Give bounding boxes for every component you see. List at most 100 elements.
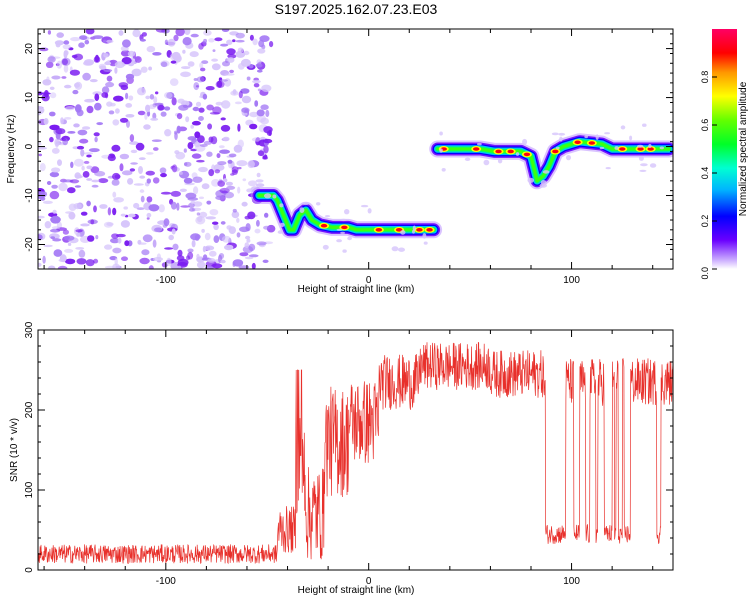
noise-blob: [206, 104, 214, 111]
noise-blob: [43, 118, 49, 125]
noise-blob: [232, 89, 237, 95]
noise-blob: [93, 205, 97, 213]
noise-blob: [134, 56, 142, 63]
noise-blob: [38, 153, 42, 157]
track-halo-blob: [604, 132, 611, 135]
y-tick-label: 10: [24, 92, 35, 104]
noise-blob: [141, 249, 150, 256]
noise-blob: [213, 235, 220, 244]
noise-blob: [139, 189, 145, 193]
noise-blob: [160, 111, 167, 117]
noise-blob: [56, 32, 64, 38]
noise-blob: [269, 41, 274, 48]
track-hotspot: [619, 147, 626, 151]
noise-blob: [167, 38, 176, 47]
noise-blob: [227, 57, 235, 63]
track-halo-blob: [584, 135, 589, 139]
y-tick-label: 200: [24, 401, 35, 418]
noise-blob: [231, 166, 239, 174]
noise-blob: [148, 66, 153, 71]
noise-blob: [264, 212, 269, 218]
noise-blob: [149, 94, 155, 100]
noise-blob: [205, 86, 215, 91]
noise-blob: [199, 144, 208, 147]
noise-blob: [137, 242, 147, 245]
track-halo-blob: [279, 203, 284, 208]
noise-blob: [63, 64, 69, 73]
noise-blob: [208, 169, 215, 177]
noise-blob: [150, 117, 159, 121]
noise-blob: [41, 93, 50, 102]
noise-blob: [228, 153, 237, 158]
noise-blob: [218, 145, 225, 149]
noise-blob: [112, 247, 122, 254]
track-halo-blob: [342, 249, 347, 253]
noise-blob: [85, 29, 95, 35]
track-halo-blob: [551, 132, 559, 136]
noise-blob: [226, 185, 236, 190]
noise-blob: [143, 124, 151, 130]
noise-blob: [48, 265, 56, 269]
noise-blob: [181, 66, 191, 70]
noise-blob: [246, 76, 251, 81]
noise-blob: [207, 123, 213, 130]
noise-blob: [38, 215, 45, 219]
x-tick-label: 100: [563, 576, 580, 587]
noise-blob: [196, 212, 201, 216]
noise-blob: [158, 204, 165, 213]
noise-blob: [176, 202, 180, 211]
noise-blob: [237, 47, 244, 53]
noise-blob: [213, 223, 219, 231]
noise-blob: [133, 202, 140, 209]
noise-blob: [39, 163, 46, 172]
noise-blob: [121, 57, 132, 65]
noise-blob: [184, 29, 191, 35]
track-halo-blob: [629, 135, 633, 141]
noise-blob: [62, 44, 71, 50]
noise-blob: [222, 61, 230, 67]
noise-blob: [225, 181, 233, 186]
noise-blob: [68, 203, 77, 211]
noise-blob: [139, 257, 150, 265]
snr-series-line: [38, 341, 673, 565]
noise-blob: [51, 226, 61, 230]
track-hotspot: [574, 140, 581, 145]
track-halo-blob: [477, 142, 482, 146]
noise-blob: [86, 200, 91, 207]
noise-blob: [69, 69, 80, 76]
track-halo-blob: [423, 241, 428, 245]
noise-blob: [263, 225, 271, 230]
noise-blob: [42, 255, 46, 264]
noise-blob: [197, 216, 203, 223]
noise-blob: [219, 187, 230, 194]
colorbar-tick-label: 0.4: [700, 167, 710, 180]
noise-blob: [155, 29, 167, 33]
x-tick-label: 0: [366, 576, 372, 587]
noise-blob: [71, 54, 78, 59]
noise-blob: [203, 38, 208, 44]
noise-blob: [204, 232, 211, 241]
noise-blob: [187, 197, 199, 201]
track-halo-blob: [400, 230, 406, 235]
track-hotspot: [416, 228, 423, 232]
noise-blob: [152, 52, 162, 56]
noise-blob: [175, 151, 186, 160]
track-halo-blob: [347, 236, 352, 241]
noise-blob: [46, 76, 50, 83]
colorbar-ticks: 0.0 0.2 0.4 0.6 0.8: [700, 71, 717, 280]
noise-blob: [188, 207, 195, 212]
noise-blob: [49, 171, 60, 178]
noise-blob: [164, 39, 168, 45]
noise-blob: [49, 86, 55, 91]
noise-blob: [240, 88, 250, 94]
noise-blob: [240, 58, 251, 67]
noise-blob: [144, 112, 148, 120]
noise-blob: [70, 161, 74, 168]
noise-blob: [117, 237, 122, 244]
track-halo-blob: [637, 144, 644, 148]
noise-blob: [260, 117, 269, 125]
noise-blob: [125, 73, 135, 80]
noise-blob: [241, 95, 252, 104]
y-tick-label: 0: [24, 567, 35, 573]
noise-blob: [81, 165, 85, 171]
